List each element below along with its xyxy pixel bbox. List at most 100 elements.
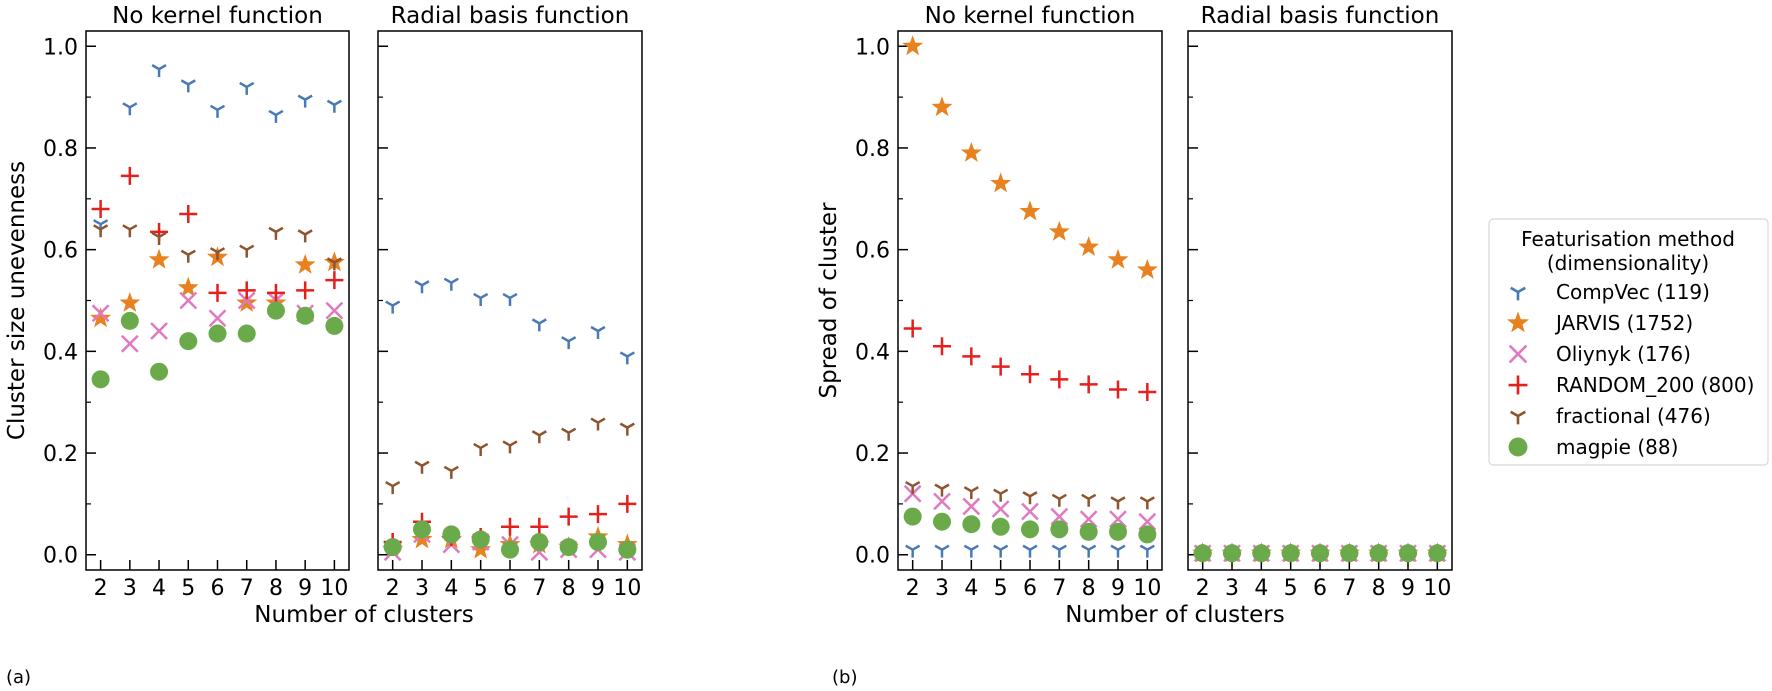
panel-label: (b) <box>832 667 857 688</box>
subplot-title: No kernel function <box>112 3 323 29</box>
data-point <box>559 507 578 526</box>
data-point <box>1081 544 1097 558</box>
data-point <box>1022 491 1038 505</box>
data-point <box>1138 383 1157 402</box>
data-point <box>266 301 285 320</box>
data-point <box>1107 248 1129 269</box>
data-point <box>90 307 112 328</box>
data-point <box>1019 200 1041 221</box>
x-tick-label: 7 <box>240 576 254 601</box>
y-axis-label: Spread of cluster <box>816 202 842 399</box>
x-tick-label: 4 <box>964 576 978 601</box>
data-point <box>471 530 490 549</box>
data-point <box>530 533 549 552</box>
data-point <box>1079 522 1098 541</box>
x-tick-label: 3 <box>935 576 949 601</box>
data-point <box>619 351 635 365</box>
data-point <box>991 357 1010 376</box>
data-point <box>1079 375 1098 394</box>
data-point <box>443 465 459 479</box>
data-point <box>991 517 1010 536</box>
data-point <box>990 172 1012 193</box>
data-point <box>1079 510 1098 529</box>
data-point <box>903 319 922 338</box>
x-icon <box>1508 344 1528 364</box>
data-point <box>1136 259 1158 279</box>
data-point <box>297 229 313 243</box>
data-point <box>618 540 637 559</box>
data-point <box>1311 544 1329 563</box>
data-point <box>1281 544 1300 563</box>
data-point <box>91 199 110 218</box>
star-icon <box>1507 311 1529 333</box>
y-tick-label: 0.4 <box>855 340 890 365</box>
data-point <box>962 497 981 516</box>
data-point <box>122 224 138 238</box>
data-point <box>150 362 169 381</box>
data-point <box>179 205 198 224</box>
y-tick-label: 0.6 <box>43 239 78 264</box>
data-point <box>1022 544 1038 558</box>
x-tick-label: 9 <box>298 576 312 601</box>
data-point <box>1110 496 1126 510</box>
data-point <box>618 494 637 513</box>
legend-item: magpie (88) <box>1508 435 1678 459</box>
y-axis-label: Cluster size unevenness <box>4 161 30 440</box>
data-point <box>179 291 198 310</box>
data-point <box>325 271 344 290</box>
data-point <box>325 301 344 320</box>
x-tick-label: 8 <box>562 576 576 601</box>
x-tick-label: 6 <box>503 576 517 601</box>
subplot-title: Radial basis function <box>1201 3 1440 29</box>
x-tick-label: 7 <box>1342 576 1356 601</box>
data-point <box>151 64 167 78</box>
data-point <box>326 99 342 113</box>
series-compvec <box>385 277 635 365</box>
legend-item: RANDOM_200 (800) <box>1508 373 1754 397</box>
y-tick-label: 0.0 <box>855 544 890 569</box>
data-point <box>297 94 313 108</box>
data-point <box>931 96 953 117</box>
x-tick-label: 6 <box>211 576 225 601</box>
data-point <box>473 292 489 306</box>
x-tick-label: 9 <box>1401 576 1415 601</box>
data-point <box>385 481 401 495</box>
data-point <box>1110 544 1126 558</box>
x-tick-label: 8 <box>1372 576 1386 601</box>
data-point <box>266 283 285 302</box>
data-point <box>1078 236 1100 256</box>
data-point <box>905 544 921 558</box>
data-point <box>993 488 1009 502</box>
y-tick-label: 1.0 <box>855 35 890 60</box>
data-point <box>296 306 315 325</box>
data-point <box>531 318 547 332</box>
x-tick-label: 5 <box>181 576 195 601</box>
data-point <box>1252 544 1271 563</box>
data-point <box>619 422 635 436</box>
x-tick-label: 4 <box>1254 576 1268 601</box>
x-tick-label: 3 <box>415 576 429 601</box>
x-tick-label: 2 <box>1196 576 1210 601</box>
x-axis-label: Number of clusters <box>1065 602 1284 628</box>
legend-item: CompVec (119) <box>1510 280 1710 304</box>
legend-label: magpie (88) <box>1556 435 1678 459</box>
data-point <box>383 538 402 557</box>
series-jarvis <box>902 35 1158 279</box>
data-point <box>1021 502 1039 521</box>
data-point <box>1050 520 1069 539</box>
series-magpie <box>1193 544 1447 563</box>
data-point <box>589 505 607 524</box>
series-fractional <box>905 481 1155 510</box>
data-point <box>933 512 951 531</box>
data-point <box>326 257 342 271</box>
data-point <box>993 544 1009 558</box>
data-point <box>296 281 315 300</box>
subplot-title: No kernel function <box>925 3 1136 29</box>
data-point <box>120 334 139 353</box>
data-point <box>502 292 518 306</box>
data-point <box>120 166 139 185</box>
legend-label: RANDOM_200 (800) <box>1556 373 1754 397</box>
legend-subtitle: (dimensionality) <box>1547 251 1709 275</box>
data-point <box>1021 520 1039 539</box>
